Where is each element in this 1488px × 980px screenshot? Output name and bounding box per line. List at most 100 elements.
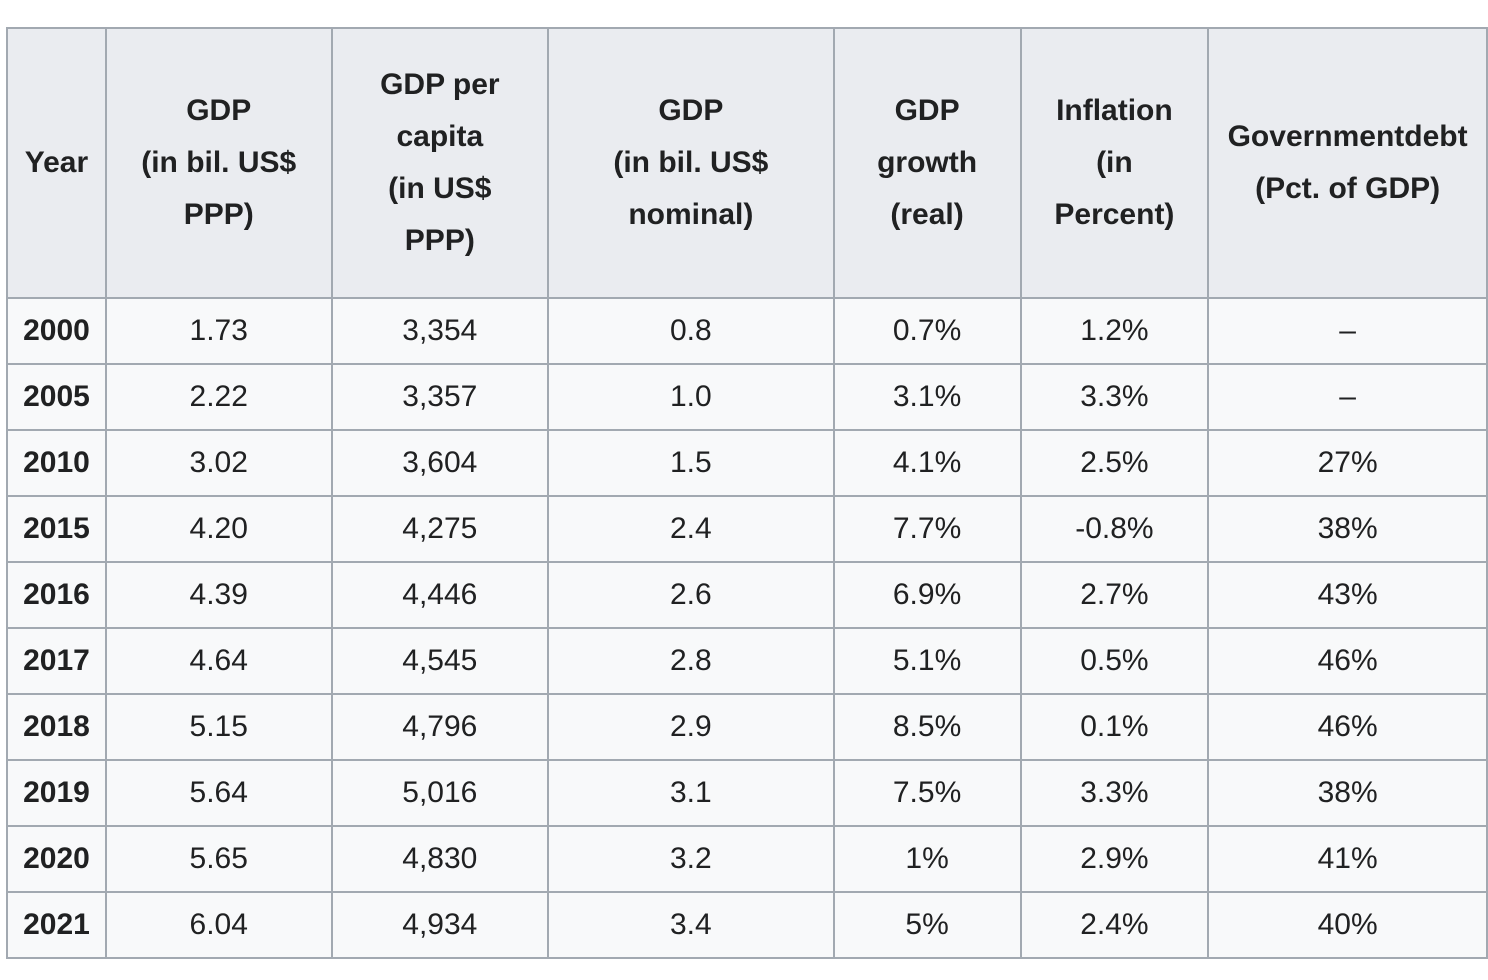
cell-gdp-growth: 8.5% bbox=[832, 693, 1022, 761]
row-year: 2015 bbox=[6, 495, 107, 563]
table-row: 2005 2.22 3,357 1.0 3.1% 3.3% – bbox=[6, 363, 1488, 431]
cell-government-debt: 43% bbox=[1207, 561, 1488, 629]
header-gdp-ppp-line: PPP) bbox=[183, 198, 254, 231]
header-row: Year GDP (in bil. US$ PPP) GDP per capit… bbox=[6, 27, 1488, 299]
cell-gdp-per-capita: 4,796 bbox=[330, 693, 550, 761]
row-year: 2005 bbox=[6, 363, 107, 431]
cell-gdp-growth: 6.9% bbox=[832, 561, 1022, 629]
cell-government-debt: – bbox=[1207, 363, 1488, 431]
cell-government-debt: 38% bbox=[1207, 759, 1488, 827]
header-gdp-growth-line: (real) bbox=[890, 198, 964, 231]
cell-inflation: 3.3% bbox=[1019, 759, 1210, 827]
header-government-debt-line: Governmentdebt bbox=[1227, 120, 1468, 153]
cell-gdp-growth: 5.1% bbox=[832, 627, 1022, 695]
header-gdp-per-capita-line: PPP) bbox=[404, 224, 475, 257]
row-year: 2016 bbox=[6, 561, 107, 629]
cell-gdp-nominal: 1.5 bbox=[547, 429, 835, 497]
cell-government-debt: 38% bbox=[1207, 495, 1488, 563]
header-gdp-growth-line: growth bbox=[877, 146, 978, 179]
cell-inflation: 0.1% bbox=[1019, 693, 1210, 761]
cell-gdp-growth: 1% bbox=[832, 825, 1022, 893]
cell-gdp-ppp: 5.64 bbox=[104, 759, 333, 827]
cell-gdp-per-capita: 4,830 bbox=[330, 825, 550, 893]
header-gdp-growth-line: GDP bbox=[894, 94, 960, 127]
cell-gdp-ppp: 4.64 bbox=[104, 627, 333, 695]
cell-gdp-nominal: 2.9 bbox=[547, 693, 835, 761]
table-row: 2018 5.15 4,796 2.9 8.5% 0.1% 46% bbox=[6, 693, 1488, 761]
cell-gdp-ppp: 4.20 bbox=[104, 495, 333, 563]
cell-gdp-nominal: 2.4 bbox=[547, 495, 835, 563]
economic-indicators-table: Year GDP (in bil. US$ PPP) GDP per capit… bbox=[6, 27, 1488, 959]
cell-inflation: 2.4% bbox=[1019, 891, 1210, 959]
table-row: 2020 5.65 4,830 3.2 1% 2.9% 41% bbox=[6, 825, 1488, 893]
cell-government-debt: – bbox=[1207, 297, 1488, 365]
cell-gdp-nominal: 2.8 bbox=[547, 627, 835, 695]
header-gdp-nominal-line: GDP bbox=[658, 94, 724, 127]
header-government-debt: Governmentdebt (Pct. of GDP) bbox=[1207, 27, 1488, 299]
header-gdp-nominal-line: nominal) bbox=[628, 198, 754, 231]
row-year: 2017 bbox=[6, 627, 107, 695]
row-year: 2019 bbox=[6, 759, 107, 827]
row-year: 2021 bbox=[6, 891, 107, 959]
row-year: 2020 bbox=[6, 825, 107, 893]
header-gdp-nominal-line: (in bil. US$ bbox=[613, 146, 769, 179]
table-row: 2015 4.20 4,275 2.4 7.7% -0.8% 38% bbox=[6, 495, 1488, 563]
cell-inflation: 2.5% bbox=[1019, 429, 1210, 497]
cell-gdp-ppp: 5.15 bbox=[104, 693, 333, 761]
cell-gdp-nominal: 2.6 bbox=[547, 561, 835, 629]
header-inflation: Inflation (in Percent) bbox=[1019, 27, 1210, 299]
cell-gdp-growth: 4.1% bbox=[832, 429, 1022, 497]
header-gdp-growth: GDP growth (real) bbox=[832, 27, 1022, 299]
cell-gdp-nominal: 3.2 bbox=[547, 825, 835, 893]
header-gdp-nominal: GDP (in bil. US$ nominal) bbox=[547, 27, 835, 299]
cell-inflation: 1.2% bbox=[1019, 297, 1210, 365]
cell-government-debt: 41% bbox=[1207, 825, 1488, 893]
header-gdp-per-capita-line: (in US$ bbox=[388, 172, 492, 205]
cell-gdp-per-capita: 4,275 bbox=[330, 495, 550, 563]
cell-gdp-per-capita: 3,604 bbox=[330, 429, 550, 497]
row-year: 2010 bbox=[6, 429, 107, 497]
cell-government-debt: 27% bbox=[1207, 429, 1488, 497]
cell-gdp-ppp: 6.04 bbox=[104, 891, 333, 959]
cell-gdp-growth: 3.1% bbox=[832, 363, 1022, 431]
cell-gdp-growth: 5% bbox=[832, 891, 1022, 959]
cell-gdp-ppp: 2.22 bbox=[104, 363, 333, 431]
table-row: 2017 4.64 4,545 2.8 5.1% 0.5% 46% bbox=[6, 627, 1488, 695]
cell-gdp-growth: 7.5% bbox=[832, 759, 1022, 827]
row-year: 2000 bbox=[6, 297, 107, 365]
header-gdp-ppp-line: (in bil. US$ bbox=[141, 146, 297, 179]
table-row: 2010 3.02 3,604 1.5 4.1% 2.5% 27% bbox=[6, 429, 1488, 497]
row-year: 2018 bbox=[6, 693, 107, 761]
cell-inflation: 2.9% bbox=[1019, 825, 1210, 893]
cell-gdp-ppp: 5.65 bbox=[104, 825, 333, 893]
cell-gdp-per-capita: 4,446 bbox=[330, 561, 550, 629]
cell-gdp-per-capita: 3,357 bbox=[330, 363, 550, 431]
cell-gdp-nominal: 3.4 bbox=[547, 891, 835, 959]
cell-government-debt: 46% bbox=[1207, 693, 1488, 761]
header-inflation-line: (in bbox=[1096, 146, 1133, 179]
cell-gdp-ppp: 1.73 bbox=[104, 297, 333, 365]
cell-gdp-growth: 0.7% bbox=[832, 297, 1022, 365]
table-row: 2016 4.39 4,446 2.6 6.9% 2.7% 43% bbox=[6, 561, 1488, 629]
header-gdp-per-capita: GDP per capita (in US$ PPP) bbox=[330, 27, 550, 299]
header-year: Year bbox=[6, 27, 107, 299]
cell-gdp-per-capita: 4,545 bbox=[330, 627, 550, 695]
cell-inflation: -0.8% bbox=[1019, 495, 1210, 563]
header-inflation-line: Percent) bbox=[1054, 198, 1175, 231]
table-row: 2000 1.73 3,354 0.8 0.7% 1.2% – bbox=[6, 297, 1488, 365]
table-row: 2021 6.04 4,934 3.4 5% 2.4% 40% bbox=[6, 891, 1488, 959]
cell-gdp-nominal: 3.1 bbox=[547, 759, 835, 827]
header-government-debt-line: (Pct. of GDP) bbox=[1255, 172, 1441, 205]
cell-gdp-per-capita: 5,016 bbox=[330, 759, 550, 827]
table-row: 2019 5.64 5,016 3.1 7.5% 3.3% 38% bbox=[6, 759, 1488, 827]
cell-gdp-ppp: 4.39 bbox=[104, 561, 333, 629]
cell-gdp-growth: 7.7% bbox=[832, 495, 1022, 563]
header-gdp-per-capita-line: GDP per bbox=[380, 68, 500, 101]
cell-gdp-nominal: 0.8 bbox=[547, 297, 835, 365]
cell-gdp-ppp: 3.02 bbox=[104, 429, 333, 497]
header-gdp-ppp-line: GDP bbox=[186, 94, 252, 127]
header-inflation-line: Inflation bbox=[1056, 94, 1173, 127]
cell-gdp-nominal: 1.0 bbox=[547, 363, 835, 431]
cell-inflation: 3.3% bbox=[1019, 363, 1210, 431]
cell-government-debt: 40% bbox=[1207, 891, 1488, 959]
